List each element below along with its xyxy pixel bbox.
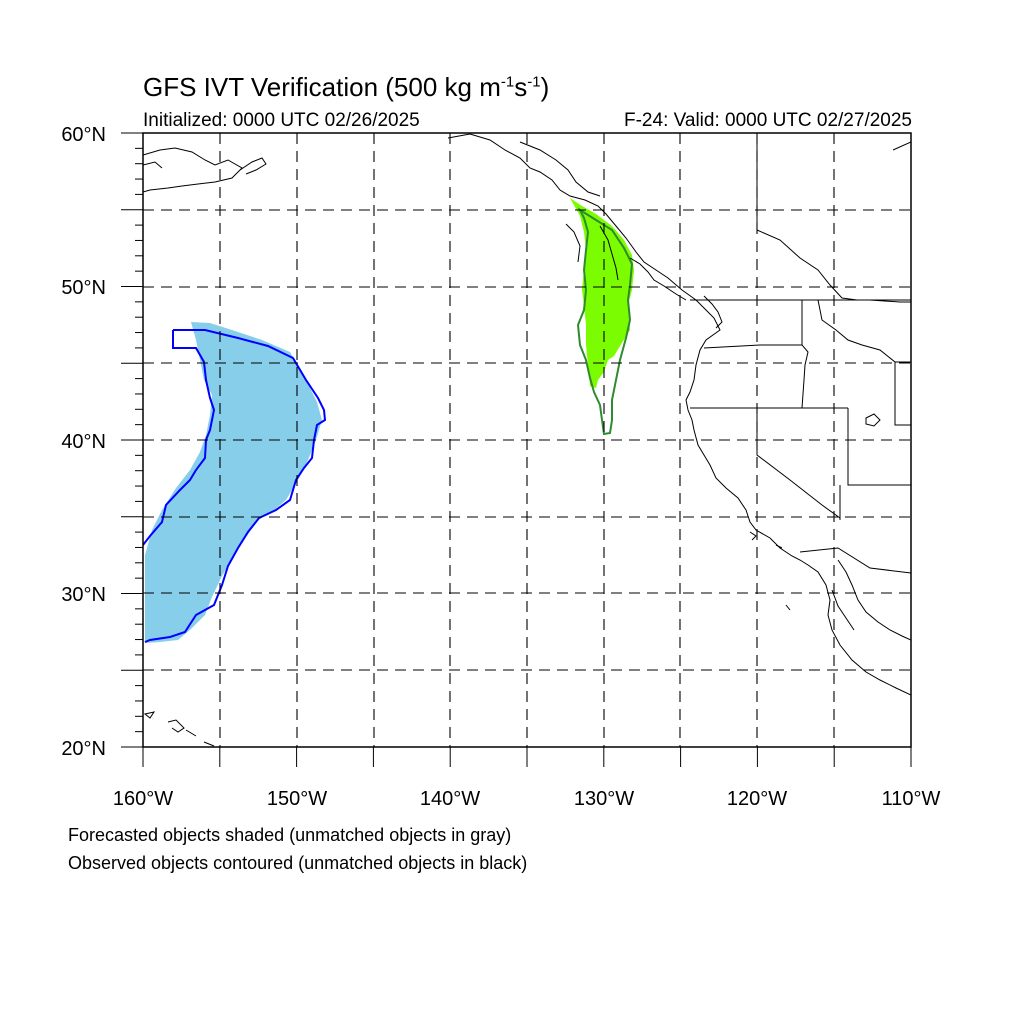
init-time-label: Initialized: 0000 UTC 02/26/2025 [143, 110, 420, 131]
forecast-legend-note: Forecasted objects shaded (unmatched obj… [68, 825, 512, 845]
coastlines [143, 133, 911, 747]
lat-tick-label: 40°N [61, 431, 106, 453]
graticule [143, 133, 911, 747]
lon-tick-labels: 160°W 150°W 140°W 130°W 120°W 110°W [113, 788, 941, 810]
political-borders [690, 133, 911, 574]
chart-title: GFS IVT Verification (500 kg m-1s-1) [143, 72, 550, 102]
forecast-object-2 [570, 198, 634, 388]
lon-tick-label: 120°W [727, 788, 787, 810]
lat-tick-label: 50°N [61, 277, 106, 299]
lon-tick-label: 140°W [420, 788, 480, 810]
lon-tick-label: 150°W [267, 788, 327, 810]
valid-time-label: F-24: Valid: 0000 UTC 02/27/2025 [624, 110, 912, 131]
observed-legend-note: Observed objects contoured (unmatched ob… [68, 853, 528, 873]
lon-tick-label: 160°W [113, 788, 173, 810]
lat-tick-label: 20°N [61, 738, 106, 760]
lat-tick-labels: 60°N 50°N 40°N 30°N 20°N [61, 124, 106, 760]
lon-tick-label: 130°W [574, 788, 634, 810]
forecast-object-1 [145, 322, 322, 643]
lon-tick-label: 110°W [882, 788, 941, 810]
lat-tick-label: 60°N [61, 124, 106, 146]
axis-ticks [121, 132, 912, 767]
observed-object-2 [576, 207, 634, 436]
lat-tick-label: 30°N [61, 584, 106, 606]
